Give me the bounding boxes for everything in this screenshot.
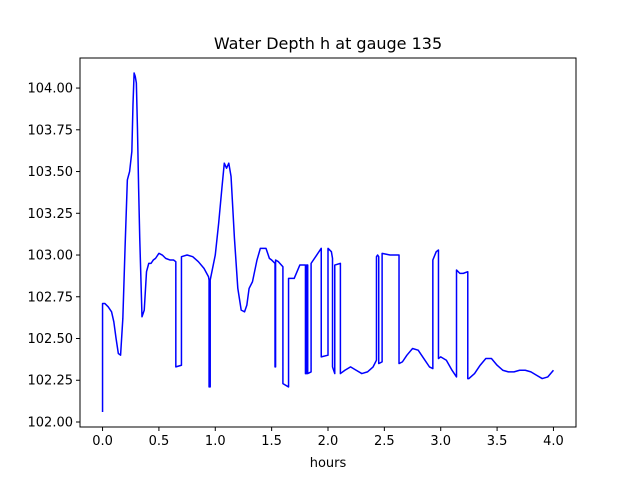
y-tick-label: 103.00: [28, 249, 74, 264]
y-tick-label: 102.25: [28, 374, 74, 389]
plot-frame: [79, 57, 577, 428]
x-tick-label: 0.5: [149, 434, 170, 449]
x-tick-label: 4.0: [543, 434, 564, 449]
chart-title: Water Depth h at gauge 135: [214, 34, 442, 53]
y-tick-label: 102.75: [28, 290, 74, 305]
x-tick-label: 0.0: [92, 434, 113, 449]
x-tick-label: 1.5: [261, 434, 282, 449]
y-tick-label: 102.00: [28, 415, 74, 430]
y-tick-label: 102.50: [28, 332, 74, 347]
x-tick-label: 1.0: [205, 434, 226, 449]
x-tick-label: 2.5: [374, 434, 395, 449]
plot-area: [80, 58, 576, 427]
y-tick-label: 103.50: [28, 165, 74, 180]
x-tick-label: 3.0: [430, 434, 451, 449]
series-layer: [101, 72, 555, 412]
y-tick-label: 104.00: [28, 82, 74, 97]
series-line-0: [101, 72, 555, 412]
y-tick-label: 103.75: [28, 123, 74, 138]
x-axis-label: hours: [310, 456, 347, 471]
x-tick-label: 2.0: [318, 434, 339, 449]
x-tick-label: 3.5: [487, 434, 508, 449]
x-axis-ticks: 0.0 0.5 1.0 1.5 2.0 2.5 3.0 3.5 4.0: [92, 427, 564, 449]
y-tick-label: 103.25: [28, 207, 74, 222]
y-axis-ticks: 102.00 102.25 102.50 102.75 103.00 103.25 103.…: [28, 82, 80, 430]
